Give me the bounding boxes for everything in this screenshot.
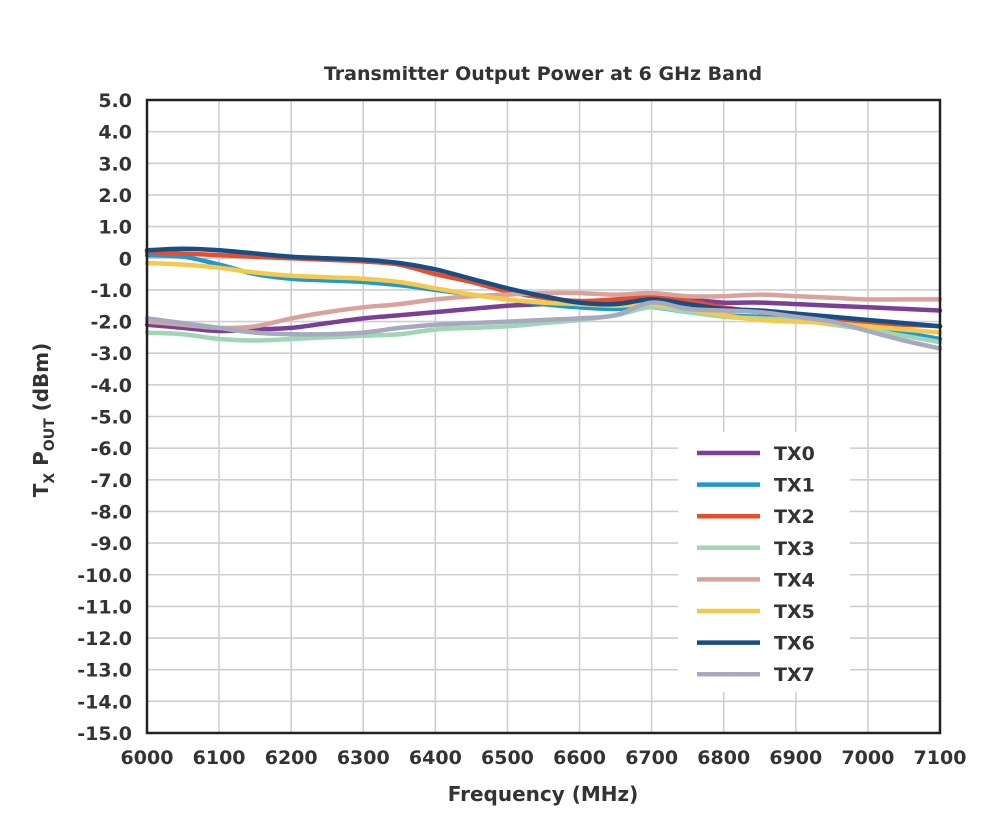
y-tick-label: -8.0 (90, 501, 132, 523)
y-axis-label-sub2: OUT (42, 418, 58, 451)
series-line-tx4 (144, 290, 943, 331)
y-axis-label: TX POUT (dBm) (29, 343, 58, 498)
chart-title: Transmitter Output Power at 6 GHz Band (324, 63, 762, 85)
y-axis-label-tail: (dBm) (29, 343, 53, 419)
legend-label-tx0: TX0 (774, 443, 815, 465)
y-tick-label: 0 (119, 248, 132, 270)
svg-text:TX POUT (dBm): TX POUT (dBm) (29, 343, 58, 498)
y-tick-label: 4.0 (98, 122, 132, 144)
x-tick-labels: 6000 6100 6200 6300 6400 6500 6600 6700 6800 6900… (121, 747, 967, 769)
x-tick-label: 6700 (625, 747, 678, 769)
legend-label-tx5: TX5 (774, 601, 815, 623)
y-tick-label: -1.0 (90, 280, 132, 302)
y-tick-labels: 5.0 4.0 3.0 2.0 1.0 0 -1.0 -2.0 -3.0 -4.0 -5.0 -6.0… (77, 90, 132, 745)
x-tick-label: 7100 (914, 747, 967, 769)
x-tick-label: 6600 (553, 747, 606, 769)
y-tick-label: -14.0 (77, 691, 132, 713)
y-tick-label: -9.0 (90, 533, 132, 555)
series-lines (144, 246, 943, 351)
y-tick-label: 1.0 (98, 217, 132, 239)
series-line-tx7 (144, 300, 943, 351)
y-axis-label-sub1: X (42, 473, 58, 484)
x-tick-label: 6200 (265, 747, 318, 769)
y-tick-label: -5.0 (90, 407, 132, 429)
legend-label-tx2: TX2 (774, 506, 815, 528)
series-line-tx6 (144, 246, 943, 329)
legend-box (678, 432, 850, 692)
x-axis-label: Frequency (MHz) (448, 782, 639, 806)
x-tick-label: 6000 (121, 747, 174, 769)
y-tick-label: -2.0 (90, 312, 132, 334)
series-line-tx5 (144, 260, 943, 335)
x-tick-label: 7000 (841, 747, 894, 769)
plot-frame (145, 98, 942, 735)
y-tick-label: -3.0 (90, 343, 132, 365)
legend-label-tx3: TX3 (774, 538, 815, 560)
x-tick-label: 6300 (337, 747, 390, 769)
y-tick-label: -4.0 (90, 375, 132, 397)
y-tick-label: 3.0 (98, 153, 132, 175)
x-tick-label: 6100 (193, 747, 246, 769)
y-tick-label: -15.0 (77, 723, 132, 745)
legend-label-tx1: TX1 (774, 475, 815, 497)
y-tick-label: -6.0 (90, 438, 132, 460)
x-tick-label: 6500 (481, 747, 534, 769)
y-tick-label: -11.0 (77, 596, 132, 618)
y-axis-label-mid: P (29, 451, 53, 473)
y-tick-label: 2.0 (98, 185, 132, 207)
x-tick-label: 6900 (769, 747, 822, 769)
legend-label-tx6: TX6 (774, 633, 815, 655)
y-tick-label: -12.0 (77, 628, 132, 650)
y-tick-label: -7.0 (90, 470, 132, 492)
legend-label-tx4: TX4 (774, 569, 815, 591)
y-tick-label: -13.0 (77, 660, 132, 682)
x-tick-label: 6400 (409, 747, 462, 769)
y-tick-label: -10.0 (77, 565, 132, 587)
legend-label-tx7: TX7 (774, 664, 815, 686)
y-tick-label: 5.0 (98, 90, 132, 112)
legend: TX0 TX1 TX2 TX3 TX4 TX5 TX6 TX7 (678, 432, 850, 692)
x-tick-label: 6800 (697, 747, 750, 769)
y-axis-label-main: T (29, 483, 53, 497)
